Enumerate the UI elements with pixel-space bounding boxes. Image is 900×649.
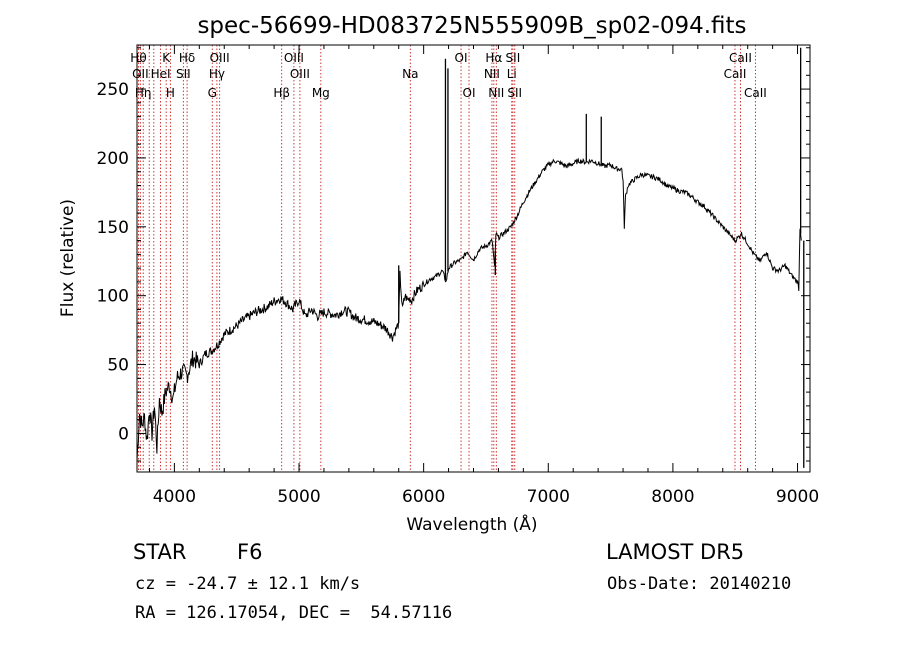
y-tick-label-1: 50 bbox=[107, 356, 129, 376]
x-axis-ticks: 4000 5000 6000 7000 8000 9000 bbox=[148, 45, 819, 507]
line-label-5: HeI bbox=[151, 67, 171, 81]
line-label-24: SII bbox=[506, 51, 521, 65]
emission-spikes bbox=[398, 47, 805, 468]
spectral-line-markers bbox=[138, 45, 756, 472]
line-label-21: Hα bbox=[485, 51, 502, 65]
survey-name: LAMOST DR5 bbox=[606, 540, 745, 564]
line-label-17: Na bbox=[402, 67, 418, 81]
line-label-9: Hδ bbox=[179, 51, 195, 65]
line-label-11: Hγ bbox=[209, 67, 225, 81]
object-class: STAR bbox=[133, 540, 187, 564]
line-label-0: Hθ bbox=[130, 51, 146, 65]
line-label-25: SII bbox=[507, 86, 522, 100]
line-label-14: OIII bbox=[284, 51, 304, 65]
y-tick-label-3: 150 bbox=[97, 218, 129, 238]
line-label-18: OI bbox=[455, 51, 468, 65]
y-tick-label-5: 250 bbox=[97, 80, 129, 100]
line-label-19: OI bbox=[463, 86, 476, 100]
line-label-28: CaII bbox=[744, 86, 767, 100]
x-tick-label-5: 9000 bbox=[776, 487, 819, 507]
spectral-line-labels: HθOIIHηHeIKHSIIHδGHγOIIIHβOIIIOIIIMgNaOI… bbox=[130, 51, 767, 100]
line-label-26: CaII bbox=[724, 67, 747, 81]
line-label-8: SII bbox=[176, 67, 191, 81]
y-axis-label: Flux (relative) bbox=[58, 199, 78, 317]
line-label-10: G bbox=[208, 86, 217, 100]
line-label-13: Hβ bbox=[273, 86, 290, 100]
object-subclass: F6 bbox=[237, 540, 263, 564]
x-tick-label-2: 6000 bbox=[402, 487, 445, 507]
x-axis-label: Wavelength (Å) bbox=[406, 513, 537, 535]
line-label-7: H bbox=[166, 86, 175, 100]
y-axis-ticks: 0 50 100 150 200 250 bbox=[97, 47, 810, 462]
line-label-1: OII bbox=[132, 67, 149, 81]
x-tick-label-3: 7000 bbox=[527, 487, 570, 507]
obs-date: Obs-Date: 20140210 bbox=[607, 574, 792, 594]
line-label-15: OIII bbox=[290, 67, 310, 81]
line-label-27: CaII bbox=[729, 51, 752, 65]
x-tick-label-0: 4000 bbox=[153, 487, 196, 507]
y-tick-label-2: 100 bbox=[97, 287, 129, 307]
line-label-23: Li bbox=[507, 67, 517, 81]
line-label-16: Mg bbox=[312, 86, 330, 100]
y-tick-label-4: 200 bbox=[97, 149, 129, 169]
spectrum-line bbox=[136, 157, 802, 462]
line-label-6: K bbox=[162, 51, 171, 65]
chart-title: spec-56699-HD083725N555909B_sp02-094.fit… bbox=[197, 13, 746, 39]
line-label-20: NII bbox=[484, 67, 500, 81]
coordinates: RA = 126.17054, DEC = 54.57116 bbox=[135, 603, 453, 623]
x-tick-label-1: 5000 bbox=[277, 487, 320, 507]
plot-frame bbox=[136, 44, 811, 473]
line-label-22: NII bbox=[488, 86, 504, 100]
line-label-12: OIII bbox=[210, 51, 230, 65]
y-tick-label-0: 0 bbox=[118, 424, 129, 444]
redshift-readout: cz = -24.7 ± 12.1 km/s bbox=[135, 574, 361, 594]
x-tick-label-4: 8000 bbox=[651, 487, 694, 507]
